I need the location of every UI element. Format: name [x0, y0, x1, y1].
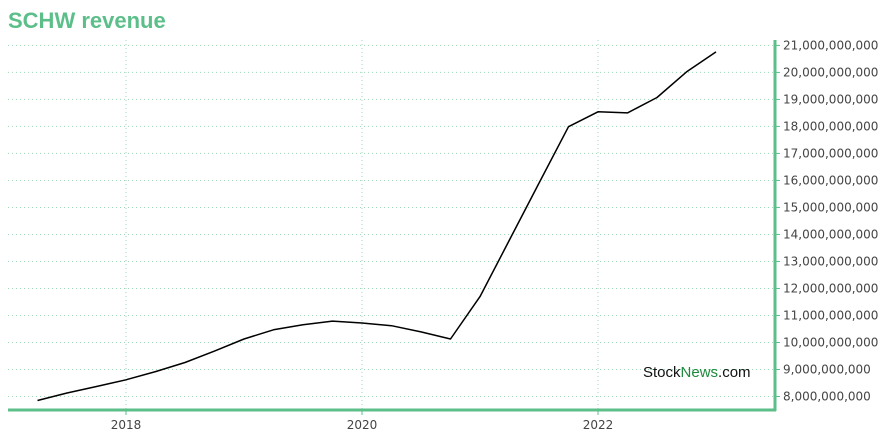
y-tick-label: 14,000,000,000 — [783, 227, 878, 241]
y-tick-label: 11,000,000,000 — [783, 308, 878, 322]
data-point — [331, 320, 334, 323]
data-point — [538, 182, 541, 185]
data-point — [420, 330, 423, 333]
data-point — [154, 370, 157, 373]
data-point — [567, 125, 570, 128]
data-point — [66, 392, 69, 395]
data-point — [272, 328, 275, 331]
data-point — [213, 350, 216, 353]
y-tick-label: 8,000,000,000 — [783, 389, 871, 403]
data-point — [685, 70, 688, 73]
data-point — [626, 111, 629, 114]
revenue-series-line — [37, 51, 717, 402]
data-point — [184, 361, 187, 364]
data-point — [125, 378, 128, 381]
stocknews-watermark: StockNews.com — [643, 364, 751, 382]
watermark-part-stock: Stock — [643, 364, 681, 381]
data-point — [597, 110, 600, 113]
y-tick-label: 21,000,000,000 — [783, 38, 878, 52]
y-tick-label: 10,000,000,000 — [783, 335, 878, 349]
y-tick-label: 12,000,000,000 — [783, 281, 878, 295]
data-point — [243, 338, 246, 341]
y-tick-label: 19,000,000,000 — [783, 92, 878, 106]
data-point — [302, 323, 305, 326]
y-tick-label: 20,000,000,000 — [783, 65, 878, 79]
axes — [8, 40, 780, 415]
y-tick-label: 17,000,000,000 — [783, 146, 878, 160]
y-tick-label: 16,000,000,000 — [783, 173, 878, 187]
data-point — [95, 385, 98, 388]
x-tick-label: 2022 — [583, 418, 614, 432]
y-tick-label: 18,000,000,000 — [783, 119, 878, 133]
data-point — [479, 295, 482, 298]
chart-title: SCHW revenue — [8, 8, 166, 33]
watermark-part-news: News — [680, 364, 719, 381]
data-series — [36, 50, 718, 402]
y-tick-label: 13,000,000,000 — [783, 254, 878, 268]
watermark-part-com: .com — [718, 364, 751, 381]
data-point — [508, 238, 511, 241]
y-tick-label: 15,000,000,000 — [783, 200, 878, 214]
x-tick-label: 2018 — [111, 418, 142, 432]
data-point — [361, 322, 364, 325]
y-tick-label: 9,000,000,000 — [783, 362, 871, 376]
data-point — [449, 338, 452, 341]
data-point — [36, 399, 39, 402]
x-tick-label: 2020 — [347, 418, 378, 432]
data-point — [656, 96, 659, 99]
tick-labels: 8,000,000,000 9,000,000,000 10,000,000,000… — [111, 38, 879, 432]
data-point — [390, 324, 393, 327]
grid-lines — [8, 40, 775, 410]
data-point — [715, 50, 718, 53]
